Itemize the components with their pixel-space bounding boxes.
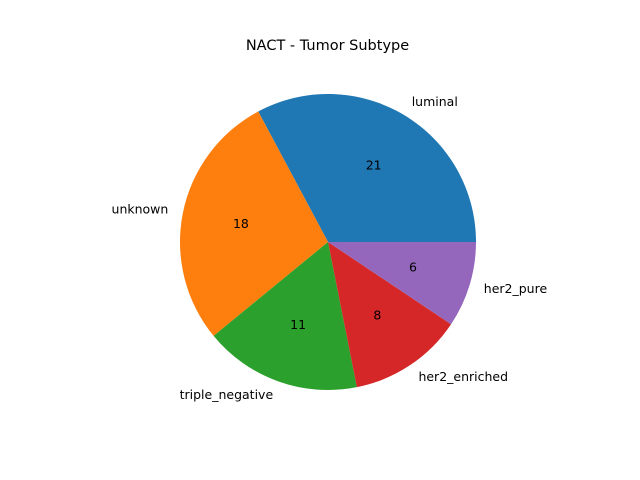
slice-value-unknown: 18 — [233, 216, 249, 231]
slice-label-her2-pure: her2_pure — [484, 281, 548, 296]
pie-slice-her2-enriched — [328, 242, 452, 388]
slice-label-her2-enriched: her2_enriched — [418, 369, 508, 384]
slice-value-her2-enriched: 8 — [373, 307, 381, 322]
chart-title: NACT - Tumor Subtype — [246, 38, 409, 54]
slice-label-unknown: unknown — [112, 202, 169, 217]
pie-slices — [180, 94, 476, 390]
pie-slice-her2-pure — [328, 242, 476, 325]
slice-label-triple-negative: triple_negative — [180, 387, 274, 402]
slice-value-her2-pure: 6 — [409, 259, 417, 274]
slice-value-triple-negative: 11 — [290, 317, 306, 332]
slice-label-luminal: luminal — [412, 94, 458, 109]
pie-slice-triple-negative — [213, 242, 357, 390]
slice-value-luminal: 21 — [366, 157, 382, 172]
pie-labels: luminal 21 unknown 18 triple_negative 11 her2_… — [112, 94, 548, 402]
pie-slice-unknown — [180, 111, 328, 336]
pie-slice-luminal — [258, 94, 476, 243]
